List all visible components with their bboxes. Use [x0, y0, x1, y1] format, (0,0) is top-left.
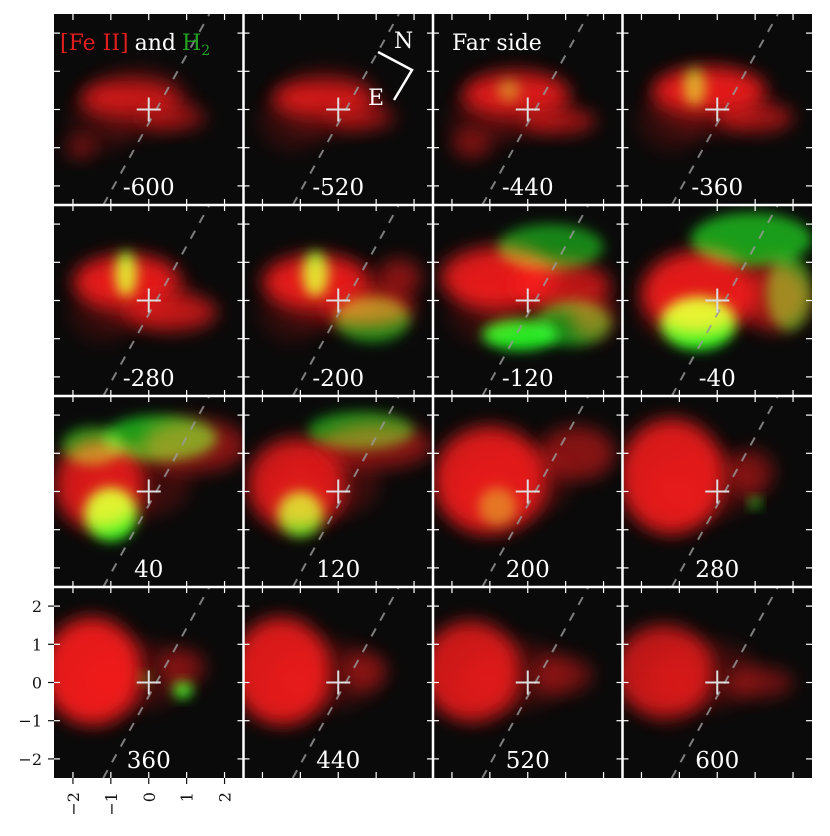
- fe-emission-blob: [243, 617, 331, 725]
- h2-emission-blob: [334, 296, 411, 343]
- channel-panel: -280: [54, 205, 244, 396]
- h2-emission-blob: [690, 212, 812, 267]
- velocity-label: -600: [123, 175, 175, 201]
- channel-panel: -360: [622, 14, 812, 205]
- y-tick-label: −2: [18, 750, 42, 769]
- channel-panel: 520: [433, 587, 623, 778]
- fe-emission-blob: [520, 107, 596, 135]
- channel-panel: -440: [433, 14, 623, 205]
- channel-panel: 200: [433, 396, 623, 587]
- velocity-label: -440: [502, 175, 554, 201]
- channel-panel: 280: [622, 396, 812, 587]
- fe-emission-blob: [724, 667, 794, 698]
- channel-panel: -520: [243, 14, 433, 205]
- velocity-label: -520: [312, 175, 364, 201]
- h2-emission-blob: [103, 415, 217, 461]
- h2-emission-blob: [84, 487, 138, 542]
- fe-emission-blob: [342, 651, 388, 691]
- y-tick-label: 0: [32, 674, 42, 693]
- velocity-label: 280: [695, 557, 739, 583]
- h2-emission-blob: [302, 250, 329, 297]
- velocity-label: 520: [506, 748, 550, 774]
- h2-emission-blob: [478, 487, 517, 526]
- fe-emission-blob: [65, 136, 96, 160]
- fe-emission-blob: [433, 621, 521, 721]
- velocity-label: -200: [312, 366, 364, 392]
- h2-emission-blob: [749, 497, 761, 509]
- x-tick-label: 0: [140, 792, 159, 802]
- fe-emission-blob: [376, 258, 422, 297]
- channel-panel: 360: [54, 587, 244, 778]
- channel-panel: 440: [243, 587, 433, 778]
- velocity-label: -280: [123, 366, 175, 392]
- fe-emission-blob: [622, 625, 714, 717]
- channel-panel: 600: [622, 587, 812, 778]
- velocity-label: 440: [316, 748, 360, 774]
- fe-emission-blob: [451, 128, 490, 160]
- far-side-label: Far side: [452, 31, 542, 56]
- fe-emission-blob: [717, 101, 794, 133]
- velocity-label: 120: [316, 557, 360, 583]
- compass-east: E: [368, 86, 384, 111]
- fe-emission-blob: [433, 426, 547, 534]
- compass-north: N: [394, 29, 413, 54]
- y-tick-label: 1: [32, 635, 42, 654]
- channel-panel: 40: [54, 396, 244, 587]
- fe-emission-blob: [160, 648, 206, 687]
- channel-panel: 120: [243, 396, 433, 587]
- fe-emission-blob: [126, 292, 217, 332]
- h2-emission-blob: [535, 300, 612, 347]
- figure-title: [Fe II] and H2: [60, 31, 210, 59]
- fe-emission-blob: [652, 67, 767, 114]
- h2-emission-blob: [766, 254, 812, 332]
- velocity-label: -120: [502, 366, 554, 392]
- h2-emission-blob: [660, 296, 737, 351]
- channel-panel: -200: [243, 205, 433, 396]
- fe-emission-blob: [531, 655, 593, 694]
- velocity-label: 40: [134, 557, 163, 583]
- x-tick-label: −1: [102, 792, 121, 816]
- y-tick-label: 2: [32, 597, 42, 616]
- channel-panel: -120: [433, 205, 623, 396]
- x-tick-label: 2: [216, 792, 235, 802]
- velocity-label: 360: [127, 748, 171, 774]
- h2-emission-blob: [114, 250, 138, 297]
- h2-emission-blob: [497, 224, 604, 270]
- velocity-label: -40: [699, 366, 736, 392]
- velocity-label: -360: [691, 175, 743, 201]
- h2-emission-blob: [497, 78, 521, 102]
- velocity-label: 600: [695, 748, 739, 774]
- h2-emission-blob: [307, 411, 415, 450]
- y-tick-label: −1: [18, 712, 42, 731]
- fe-emission-blob: [622, 418, 725, 534]
- fe-emission-blob: [54, 617, 142, 725]
- fe-emission-blob: [728, 449, 775, 496]
- channel-panel: -600: [54, 14, 244, 205]
- channel-panel: -40: [622, 205, 812, 396]
- h2-emission-blob: [173, 681, 193, 699]
- fe-emission-blob: [539, 426, 615, 481]
- h2-emission-blob: [61, 426, 123, 465]
- h2-emission-blob: [277, 491, 324, 538]
- compass-arrow: [377, 50, 414, 101]
- velocity-label: 200: [506, 557, 550, 583]
- x-tick-label: 1: [178, 792, 197, 802]
- x-tick-label: −2: [64, 792, 83, 816]
- h2-emission-blob: [683, 67, 706, 106]
